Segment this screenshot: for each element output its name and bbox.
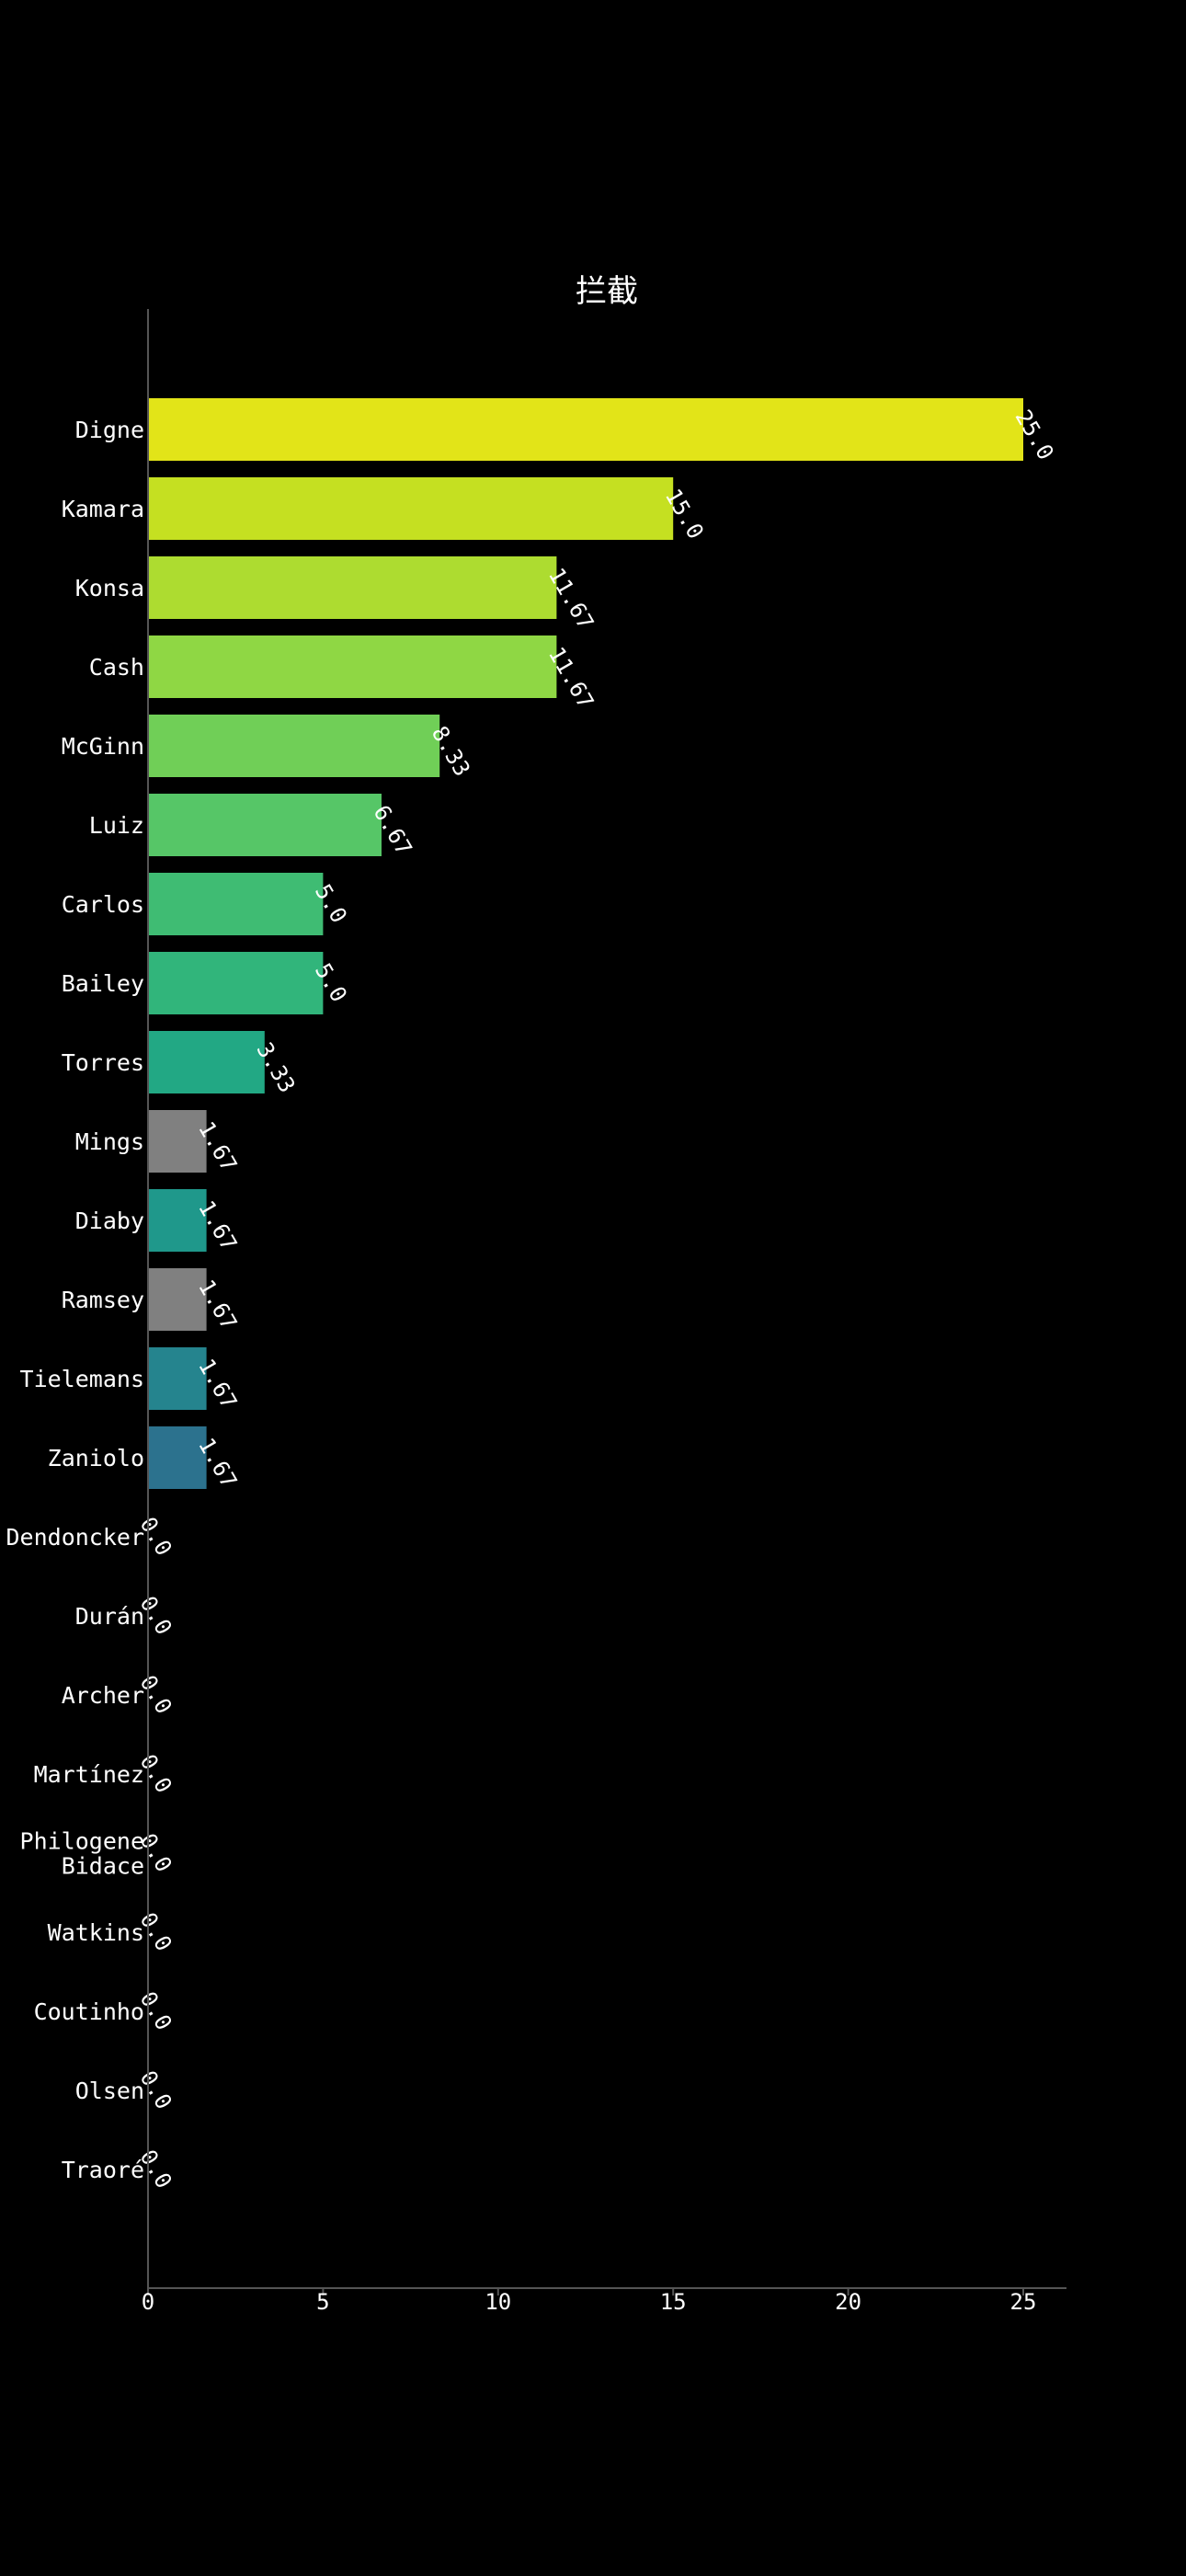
bar [148,715,440,777]
bar [148,398,1023,461]
category-label: Ramsey [62,1287,144,1313]
bar [148,1268,207,1331]
category-label: Zaniolo [48,1445,144,1471]
bar [148,952,324,1014]
x-tick-label: 25 [1010,2289,1037,2315]
category-labels: Digne Kamara Konsa Cash McGinn Luiz Carlos Bail… [6,417,144,2183]
category-label: Kamara [62,496,144,522]
category-label: Torres [62,1049,144,1076]
bar [148,1426,207,1489]
x-tick-label: 15 [660,2289,687,2315]
bar [148,1189,207,1252]
bar [148,556,557,619]
x-tick-label: 0 [142,2289,154,2315]
category-label: Coutinho [34,1998,144,2025]
category-label: Olsen [75,2078,144,2104]
bar [148,1110,207,1173]
category-label: Durán [75,1603,144,1630]
x-tick-label: 20 [835,2289,861,2315]
category-label: Traoré [62,2157,144,2183]
chart-title: 拦截 [576,273,638,310]
category-label: Tielemans [20,1366,144,1392]
category-label: Archer [62,1682,144,1709]
category-label: Dendoncker [6,1524,144,1551]
x-axis-ticks: 0 5 10 15 20 25 [142,2288,1037,2315]
category-label: Cash [89,654,144,681]
category-label: McGinn [62,733,144,760]
category-label: Carlos [62,891,144,918]
x-tick-label: 5 [316,2289,329,2315]
bars-layer [148,398,1023,1489]
category-label: Mings [75,1128,144,1155]
bar [148,1031,265,1093]
category-label: Martínez [34,1761,144,1788]
bar [148,477,674,540]
category-label: Bailey [62,970,144,997]
bar [148,1347,207,1410]
category-label: Watkins [48,1919,144,1946]
category-label: Konsa [75,575,144,601]
bar [148,794,382,856]
category-label: Luiz [89,812,144,839]
category-label: Philogene Bidace [20,1828,144,1880]
category-label: Diaby [75,1208,144,1234]
x-tick-label: 10 [485,2289,511,2315]
bar [148,635,557,698]
category-label: Digne [75,417,144,443]
bar [148,873,324,935]
